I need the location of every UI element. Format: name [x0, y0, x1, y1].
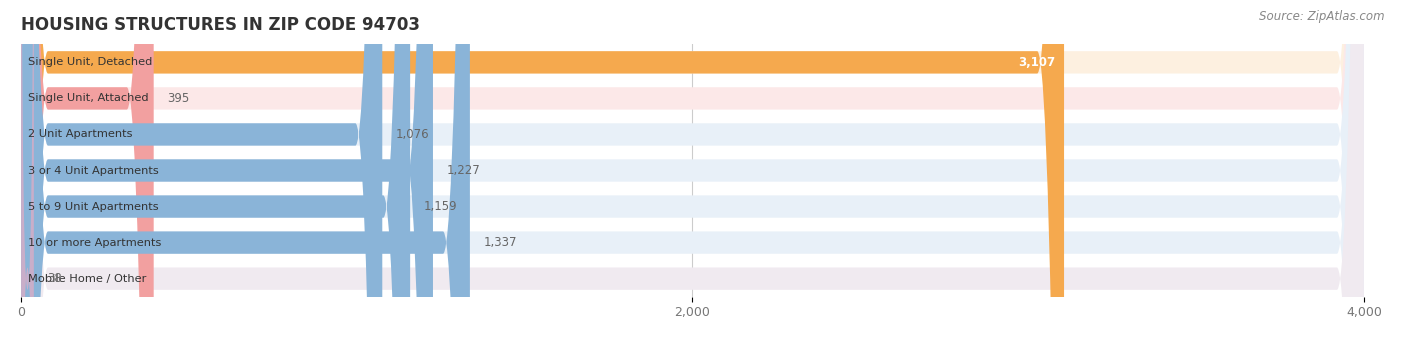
FancyBboxPatch shape	[21, 0, 1064, 341]
FancyBboxPatch shape	[21, 0, 433, 341]
Text: 2 Unit Apartments: 2 Unit Apartments	[28, 130, 132, 139]
FancyBboxPatch shape	[21, 0, 1364, 341]
Text: 5 to 9 Unit Apartments: 5 to 9 Unit Apartments	[28, 202, 159, 211]
FancyBboxPatch shape	[21, 0, 1364, 341]
FancyBboxPatch shape	[21, 0, 1364, 341]
Text: HOUSING STRUCTURES IN ZIP CODE 94703: HOUSING STRUCTURES IN ZIP CODE 94703	[21, 16, 420, 34]
FancyBboxPatch shape	[21, 0, 382, 341]
Text: Mobile Home / Other: Mobile Home / Other	[28, 273, 146, 284]
Text: 1,337: 1,337	[484, 236, 517, 249]
Text: 10 or more Apartments: 10 or more Apartments	[28, 238, 162, 248]
Text: 3,107: 3,107	[1018, 56, 1056, 69]
Text: Single Unit, Detached: Single Unit, Detached	[28, 57, 152, 68]
FancyBboxPatch shape	[21, 0, 1364, 341]
Text: 3 or 4 Unit Apartments: 3 or 4 Unit Apartments	[28, 165, 159, 176]
Text: 1,076: 1,076	[395, 128, 429, 141]
Text: Single Unit, Attached: Single Unit, Attached	[28, 93, 149, 103]
FancyBboxPatch shape	[21, 0, 1364, 341]
Text: 38: 38	[48, 272, 62, 285]
FancyBboxPatch shape	[21, 0, 1364, 341]
FancyBboxPatch shape	[21, 0, 1364, 341]
Text: 1,159: 1,159	[423, 200, 457, 213]
FancyBboxPatch shape	[21, 0, 411, 341]
FancyBboxPatch shape	[21, 0, 470, 341]
Text: Source: ZipAtlas.com: Source: ZipAtlas.com	[1260, 10, 1385, 23]
FancyBboxPatch shape	[21, 0, 34, 341]
Text: 1,227: 1,227	[446, 164, 481, 177]
Text: 395: 395	[167, 92, 190, 105]
FancyBboxPatch shape	[21, 0, 153, 341]
